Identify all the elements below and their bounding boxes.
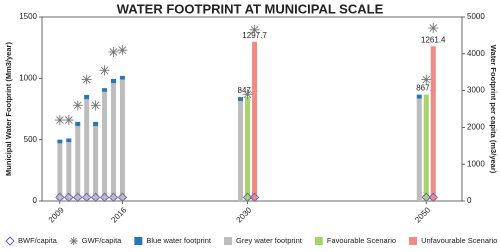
marker-asterisk: [69, 237, 78, 245]
bar: [66, 142, 72, 201]
marker-asterisk: [99, 65, 110, 76]
marker-diamond: [108, 192, 119, 203]
y2-tick-label: 3000: [467, 86, 485, 95]
legend-swatch: [409, 237, 418, 245]
bar-segment: [66, 138, 72, 143]
bar-segment: [119, 75, 125, 80]
x-tick-label: 2050: [413, 205, 432, 224]
marker-diamond: [55, 192, 65, 203]
bar: [238, 101, 244, 201]
marker-asterisk: [108, 46, 119, 57]
bar-segment: [238, 97, 244, 102]
legend-label: Blue water footprint: [146, 236, 212, 245]
marker-asterisk: [72, 100, 83, 111]
bar: [93, 126, 99, 201]
y-tick-label: 0: [33, 196, 38, 205]
bar: [102, 91, 108, 201]
y2-tick-label: 5000: [467, 12, 485, 21]
bar-segment: [93, 121, 99, 127]
bar: [252, 41, 258, 202]
marker-diamond: [81, 192, 92, 203]
legend-swatch: [314, 237, 323, 245]
bar: [416, 98, 422, 201]
bar-segment: [57, 139, 63, 144]
legend-label: GWF/capita: [82, 236, 122, 245]
marker-diamond: [249, 192, 260, 203]
bar-segment: [84, 94, 90, 100]
marker-diamond: [117, 192, 128, 203]
marker-diamond: [242, 192, 253, 203]
marker-diamond: [64, 192, 74, 203]
y2-tick-label: 1000: [467, 159, 485, 168]
marker-asterisk: [63, 115, 74, 126]
legend: BWF/capita GWF/capita Blue water footprint…: [5, 236, 497, 246]
y-tick-label: 1000: [19, 73, 37, 82]
marker-diamond: [73, 192, 83, 203]
legend-label: BWF/capita: [18, 236, 58, 245]
marker-diamond: [428, 192, 438, 203]
bar-segment: [416, 94, 422, 99]
y2-tick-label: 0: [467, 196, 472, 205]
legend-label: Unfavourable Scenario: [421, 236, 497, 245]
value-label: 1261.4: [421, 35, 446, 44]
legend-label: Grey water footprint: [236, 236, 303, 245]
plot-frame: [41, 16, 463, 202]
value-label: 867.2: [416, 84, 437, 93]
y-axis-title: Municipal Water Footprint (Mm3/year): [4, 42, 13, 176]
marker-asterisk: [90, 100, 101, 111]
y2-axis-title: Water Footprint per capita (m3/year): [489, 45, 498, 174]
x-tick-label: 2030: [234, 205, 253, 224]
marker-asterisk: [242, 89, 253, 100]
marker-asterisk: [81, 74, 92, 85]
chart-title: WATER FOOTPRINT AT MUNICIPAL SCALE: [117, 1, 384, 16]
legend-label: Favourable Scenario: [327, 236, 396, 245]
bar: [423, 94, 429, 201]
marker-diamond: [90, 192, 101, 203]
bar: [430, 46, 436, 201]
x-tick-label: 2016: [109, 205, 128, 224]
x-tick-label: 2009: [47, 205, 66, 224]
marker-asterisk: [428, 23, 439, 34]
marker-asterisk: [421, 74, 432, 85]
y2-tick-label: 4000: [467, 49, 485, 58]
marker-diamond: [421, 192, 431, 203]
bar: [75, 126, 81, 201]
bar-segment: [102, 88, 108, 92]
bar: [84, 99, 90, 201]
marker-diamond: [5, 236, 15, 246]
bar: [245, 97, 251, 201]
bar-segment: [75, 121, 81, 127]
value-label: 1297.7: [242, 31, 267, 40]
y-tick-label: 500: [24, 135, 38, 144]
y2-tick-label: 2000: [467, 123, 485, 132]
bar: [57, 143, 63, 201]
legend-swatch: [134, 237, 143, 245]
y-tick-label: 1500: [19, 12, 37, 21]
bar-segment: [110, 78, 116, 84]
bar: [110, 83, 116, 201]
legend-swatch: [223, 237, 232, 245]
marker-asterisk: [54, 115, 65, 126]
marker-asterisk: [117, 45, 128, 56]
marker-diamond: [99, 192, 110, 203]
marker-asterisk: [249, 24, 260, 35]
bar: [119, 79, 125, 201]
